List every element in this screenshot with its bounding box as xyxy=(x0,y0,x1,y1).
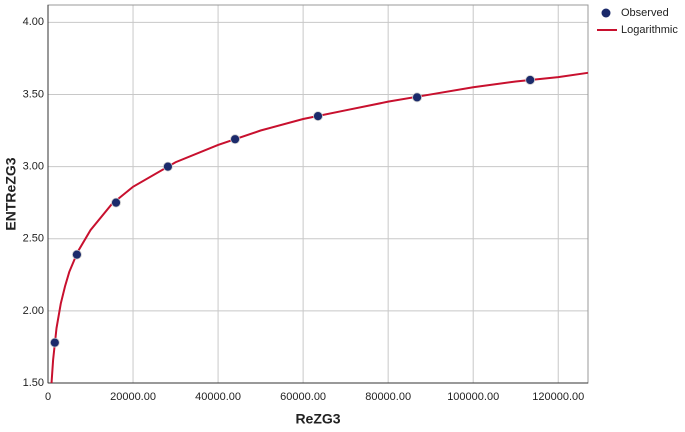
plot-frame xyxy=(47,4,589,384)
legend-label: Observed xyxy=(621,7,669,19)
x-tick-label: 80000.00 xyxy=(365,391,411,403)
data-point xyxy=(230,134,240,145)
legend-marker xyxy=(601,8,611,18)
y-tick-label: 3.00 xyxy=(23,160,44,172)
data-point xyxy=(72,249,82,260)
data-point xyxy=(49,337,60,348)
x-tick-label: 100000.00 xyxy=(447,391,499,403)
x-tick-label: 120000.00 xyxy=(532,391,584,403)
x-tick-label: 20000.00 xyxy=(110,391,156,403)
data-point xyxy=(163,161,173,172)
data-point xyxy=(525,75,536,85)
x-tick-label: 0 xyxy=(45,391,51,403)
legend-label: Logarithmic xyxy=(621,24,678,36)
data-point xyxy=(313,111,323,121)
y-axis-title: ENTReZG3 xyxy=(3,157,19,230)
data-point xyxy=(111,197,121,208)
fit-line xyxy=(50,71,589,384)
y-tick-label: 2.50 xyxy=(23,233,44,245)
x-tick-label: 40000.00 xyxy=(195,391,241,403)
y-tick-label: 2.00 xyxy=(23,305,44,317)
data-point xyxy=(412,92,422,103)
y-tick-label: 3.50 xyxy=(23,88,44,100)
y-tick-label: 1.50 xyxy=(23,377,44,389)
y-tick-label: 4.00 xyxy=(23,16,44,28)
x-axis-title: ReZG3 xyxy=(295,411,340,427)
x-tick-label: 60000.00 xyxy=(280,391,326,403)
